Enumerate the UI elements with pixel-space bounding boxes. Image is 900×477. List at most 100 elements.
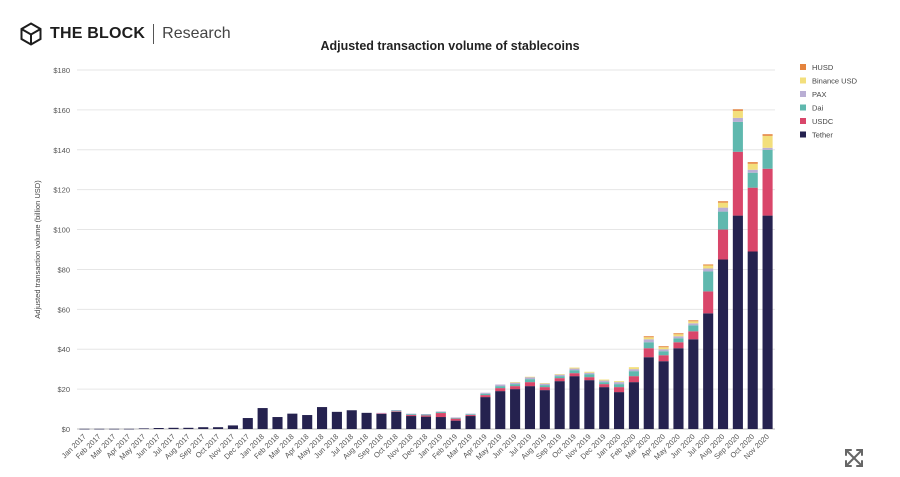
bar-segment-husd bbox=[688, 320, 699, 322]
legend-label: USDC bbox=[812, 117, 834, 126]
y-axis-title: Adjusted transaction volume (billion USD… bbox=[33, 180, 42, 319]
bar-segment-usdc bbox=[495, 388, 506, 392]
bar-segment-binance-usd bbox=[599, 379, 610, 381]
bar-segment-tether bbox=[539, 390, 550, 429]
bar-segment-pax bbox=[391, 410, 402, 411]
bar-segment-binance-usd bbox=[747, 163, 758, 170]
bar-segment-pax bbox=[420, 414, 432, 415]
bar-segment-usdc bbox=[391, 411, 402, 412]
bar-segment-dai bbox=[673, 338, 684, 343]
bar-segment-dai bbox=[480, 393, 491, 396]
bar-segment-husd bbox=[747, 162, 758, 164]
bar-segment-pax bbox=[539, 383, 550, 386]
bar-segment-tether bbox=[569, 376, 580, 429]
bar-segment-tether bbox=[138, 428, 149, 430]
bar-segment-usdc bbox=[435, 413, 446, 418]
bar-segment-pax bbox=[495, 384, 506, 387]
legend-swatch bbox=[800, 64, 806, 70]
bar-segment-binance-usd bbox=[539, 383, 550, 384]
bar-segment-tether bbox=[376, 413, 387, 429]
bar-segment-dai bbox=[391, 410, 402, 412]
expand-arrows-icon[interactable] bbox=[843, 447, 865, 469]
bar-segment-pax bbox=[762, 147, 773, 150]
bar-segment-tether bbox=[227, 425, 238, 429]
bar-segment-pax bbox=[465, 413, 476, 415]
bar-segment-usdc bbox=[703, 291, 714, 314]
bar-segment-pax bbox=[435, 411, 446, 413]
bar-segment-binance-usd bbox=[703, 265, 714, 269]
bar-segment-tether bbox=[420, 416, 432, 429]
bar-segment-binance-usd bbox=[554, 374, 565, 375]
bar-segment-husd bbox=[732, 109, 743, 111]
bar-segment-tether bbox=[198, 427, 209, 429]
bar-segment-tether bbox=[302, 415, 313, 429]
bar-segment-usdc bbox=[569, 373, 580, 377]
bar-segment-husd bbox=[762, 134, 773, 136]
bar-segment-pax bbox=[510, 382, 521, 385]
bar-segment-dai bbox=[450, 418, 461, 419]
bar-segment-dai bbox=[420, 414, 432, 416]
legend-swatch bbox=[800, 131, 806, 138]
bar-segment-pax bbox=[554, 374, 565, 377]
bar-segment-binance-usd bbox=[628, 367, 639, 370]
bar-segment-usdc bbox=[747, 187, 758, 252]
bar-segment-husd bbox=[673, 333, 684, 335]
bar-segment-dai bbox=[599, 382, 610, 385]
bar-segment-binance-usd bbox=[688, 321, 699, 324]
bar-segment-tether bbox=[688, 339, 699, 429]
bar-segment-tether bbox=[435, 417, 446, 429]
bar-segment-dai bbox=[495, 386, 506, 389]
bar-segment-usdc bbox=[406, 415, 417, 417]
legend-label: Tether bbox=[812, 131, 833, 140]
bar-segment-dai bbox=[747, 172, 758, 188]
legend-label: Dai bbox=[812, 104, 824, 113]
bar-segment-pax bbox=[480, 392, 491, 394]
bar-segment-usdc bbox=[658, 355, 669, 362]
legend-swatch bbox=[800, 77, 806, 84]
bar-segment-tether bbox=[717, 259, 729, 429]
y-tick-label: $60 bbox=[57, 305, 70, 314]
bar-segment-usdc bbox=[584, 377, 595, 381]
bar-segment-tether bbox=[168, 427, 179, 429]
bar-segment-tether bbox=[614, 392, 625, 429]
bar-segment-tether bbox=[213, 427, 224, 429]
bar-segment-tether bbox=[628, 382, 639, 429]
bar-segment-dai bbox=[643, 342, 654, 349]
bar-segment-pax bbox=[628, 369, 639, 372]
y-tick-label: $0 bbox=[62, 425, 70, 434]
bar-segment-usdc bbox=[465, 415, 476, 417]
bar-segment-tether bbox=[346, 410, 357, 429]
y-tick-label: $180 bbox=[53, 66, 70, 75]
bar-segment-dai bbox=[614, 384, 625, 388]
bar-segment-usdc bbox=[420, 415, 432, 417]
bar-segment-binance-usd bbox=[732, 110, 743, 118]
bar-segment-husd bbox=[643, 336, 654, 338]
bar-segment-pax bbox=[688, 323, 699, 326]
bar-segment-dai bbox=[717, 211, 729, 230]
bar-segment-tether bbox=[361, 412, 372, 429]
bar-segment-dai bbox=[510, 384, 521, 387]
bar-segment-tether bbox=[673, 348, 684, 429]
bar-segment-usdc bbox=[480, 395, 491, 398]
bar-segment-dai bbox=[584, 374, 595, 378]
bar-segment-binance-usd bbox=[614, 381, 625, 383]
bar-segment-usdc bbox=[717, 229, 729, 260]
bar-segment-dai bbox=[406, 414, 417, 416]
y-tick-label: $120 bbox=[53, 186, 70, 195]
bar-segment-husd bbox=[717, 201, 729, 203]
bar-segment-dai bbox=[703, 271, 714, 292]
bar-segment-usdc bbox=[614, 387, 625, 393]
bar-segment-dai bbox=[658, 351, 669, 356]
legend-label: Binance USD bbox=[812, 77, 858, 86]
bar-segment-usdc bbox=[376, 413, 387, 414]
legend-swatch bbox=[800, 91, 806, 97]
bar-segment-pax bbox=[717, 207, 729, 212]
bar-segment-usdc bbox=[524, 382, 536, 387]
bar-segment-binance-usd bbox=[643, 337, 654, 340]
bar-segment-pax bbox=[747, 169, 758, 173]
bar-segment-usdc bbox=[599, 384, 610, 388]
bar-segment-tether bbox=[643, 357, 654, 429]
bar-segment-usdc bbox=[539, 387, 550, 391]
bar-segment-tether bbox=[272, 417, 283, 429]
y-tick-label: $80 bbox=[57, 265, 70, 274]
